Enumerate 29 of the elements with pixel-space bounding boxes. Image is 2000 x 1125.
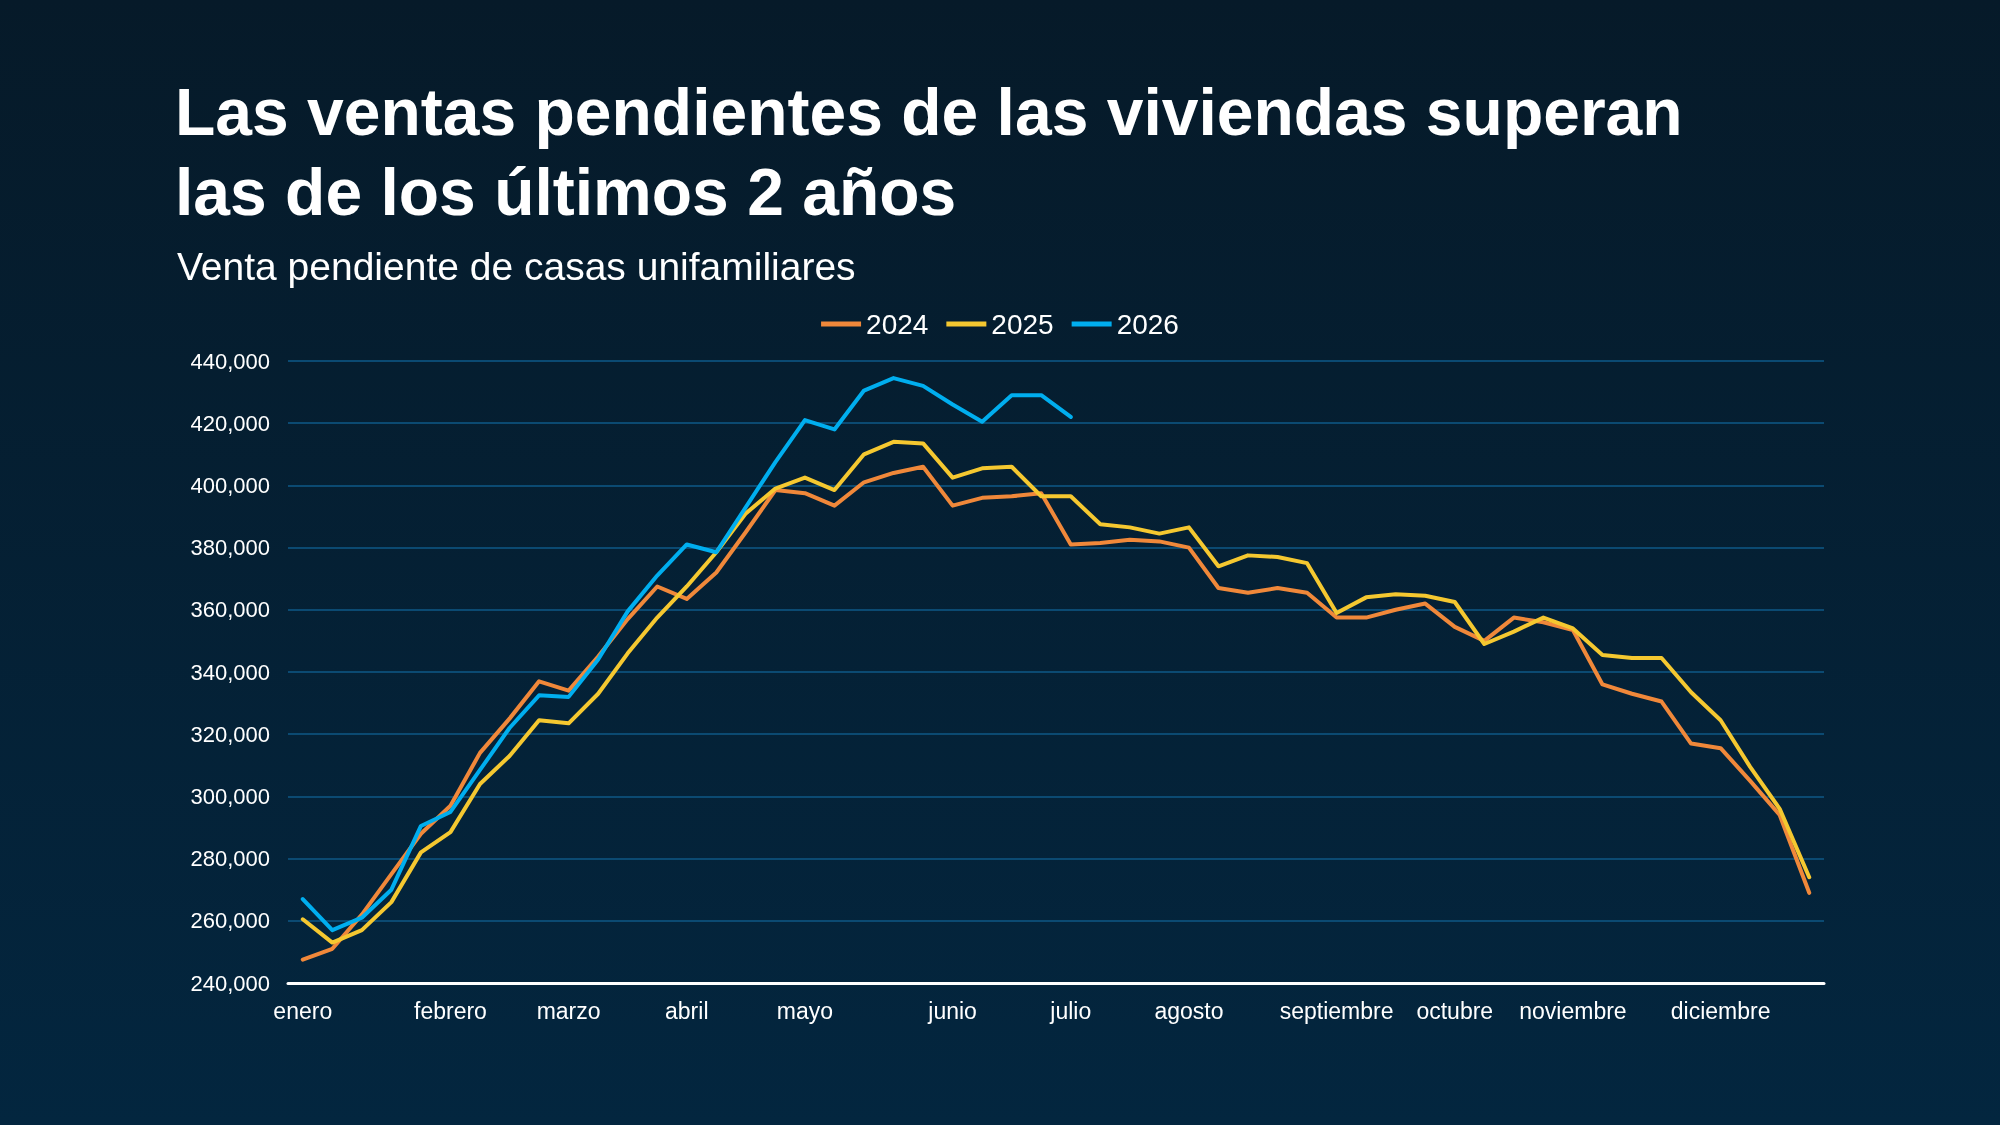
x-tick-label: diciembre	[1670, 997, 1771, 1024]
y-tick-label: 300,000	[190, 783, 270, 809]
x-tick-label: abril	[665, 997, 709, 1024]
y-tick-label: 380,000	[190, 535, 270, 561]
chart-title: Las ventas pendientes de las viviendas superan las de los últimos 2 años	[175, 74, 1684, 231]
y-tick-label: 420,000	[190, 410, 270, 436]
x-tick-label: junio	[927, 997, 977, 1024]
legend-label: 2026	[1116, 308, 1179, 340]
y-tick-label: 260,000	[190, 908, 270, 934]
x-tick-label: septiembre	[1279, 997, 1394, 1024]
y-tick-label: 360,000	[190, 597, 270, 623]
line-series	[300, 376, 1073, 933]
x-tick-label: noviembre	[1519, 997, 1627, 1024]
y-tick-label: 320,000	[190, 721, 270, 747]
x-tick-label: julio	[1049, 997, 1092, 1024]
legend-label: 2024	[866, 308, 929, 340]
y-tick-label: 240,000	[190, 970, 270, 996]
x-tick-label: enero	[273, 997, 333, 1024]
chart-subtitle: Venta pendiente de casas unifamiliares	[177, 245, 856, 289]
x-tick-label: febrero	[414, 997, 487, 1024]
x-tick-label: agosto	[1154, 997, 1224, 1024]
y-tick-label: 280,000	[190, 846, 270, 872]
y-tick-label: 400,000	[190, 472, 270, 498]
y-tick-label: 340,000	[190, 659, 270, 685]
x-tick-label: mayo	[776, 997, 834, 1024]
x-tick-label: marzo	[536, 997, 601, 1024]
legend-label: 2025	[991, 308, 1054, 340]
x-tick-label: octubre	[1416, 997, 1494, 1024]
y-tick-label: 440,000	[190, 348, 270, 374]
